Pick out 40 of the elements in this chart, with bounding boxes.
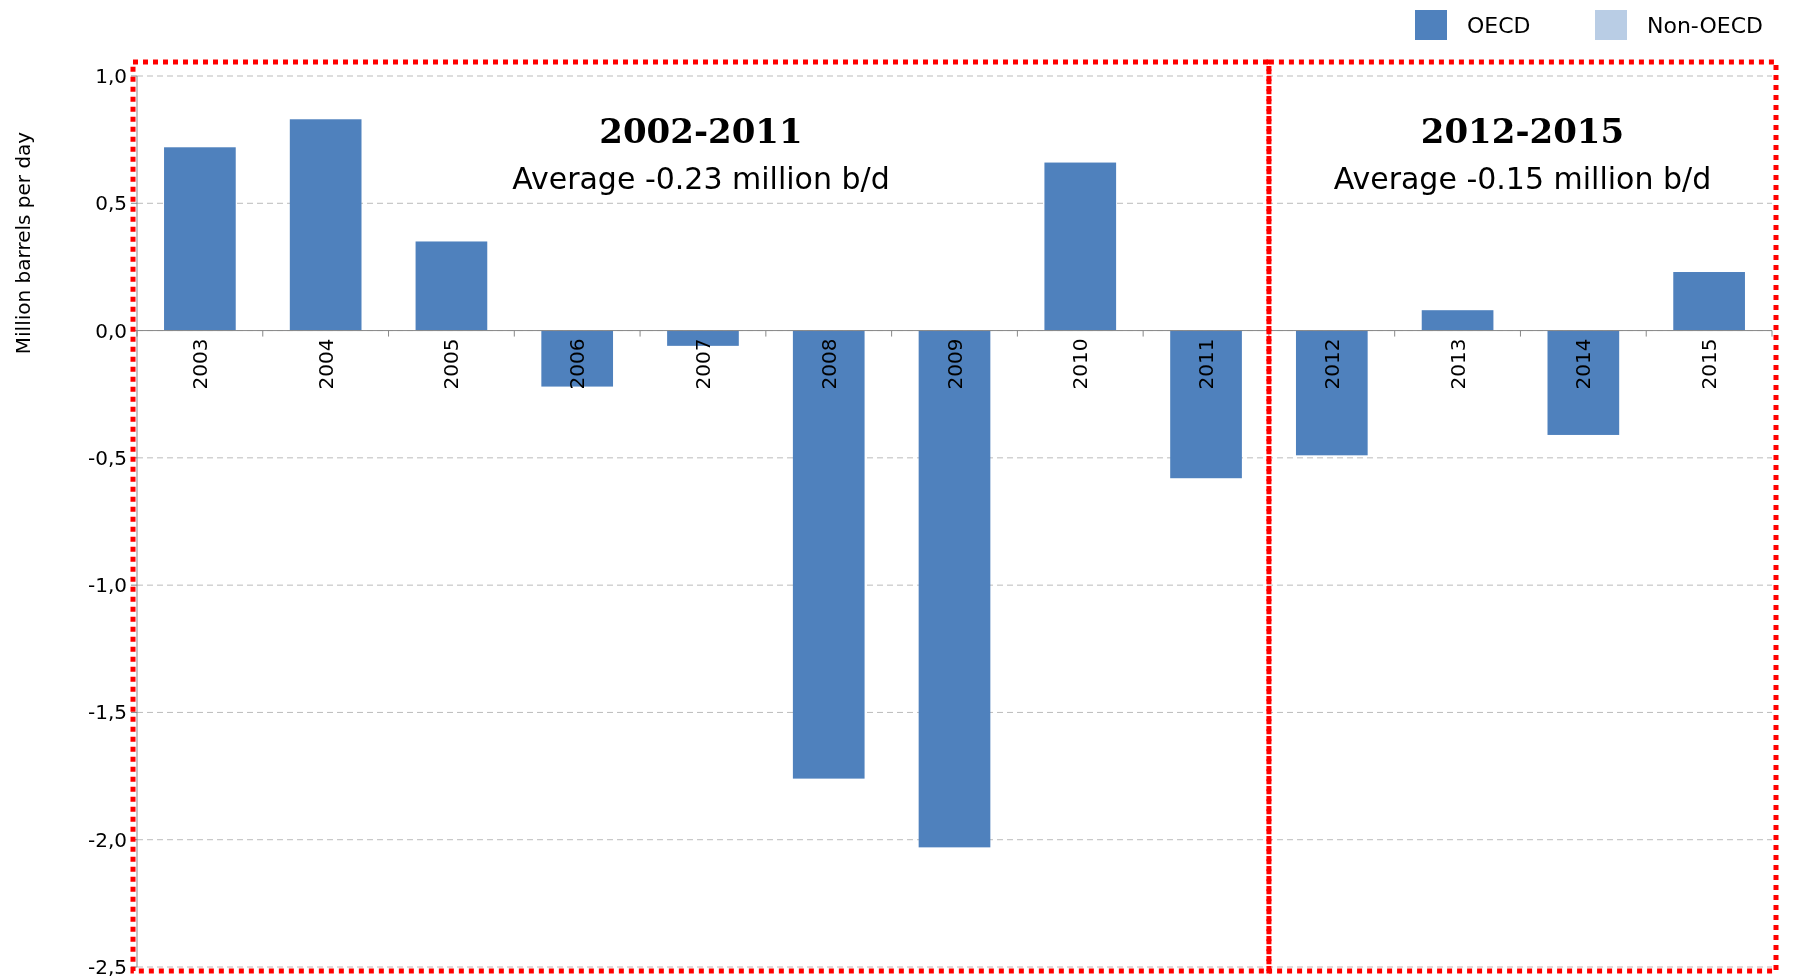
x-tick-label: 2010 xyxy=(1068,338,1093,390)
bar xyxy=(164,147,236,331)
y-tick-label: -1,5 xyxy=(87,700,127,725)
y-tick-label: -1,0 xyxy=(87,573,127,598)
x-tick-label: 2014 xyxy=(1571,338,1596,390)
x-tick-label: 2013 xyxy=(1445,338,1470,390)
y-tick-label: 0,0 xyxy=(95,318,127,343)
annotation: 2012-2015 xyxy=(1420,111,1625,151)
x-tick-label: 2005 xyxy=(439,338,464,390)
y-tick-label: 1,0 xyxy=(95,64,127,88)
bar xyxy=(918,330,991,848)
x-tick-label: 2003 xyxy=(187,338,212,390)
bar xyxy=(792,330,865,779)
annotation: Average -0.23 million b/d xyxy=(512,161,890,196)
annotation: Average -0.15 million b/d xyxy=(1333,161,1712,196)
x-tick-label: 2004 xyxy=(313,338,338,390)
x-tick-label: 2011 xyxy=(1194,338,1219,390)
y-tick-label: 0,5 xyxy=(95,191,127,216)
y-tick-label: -0,5 xyxy=(87,445,127,470)
x-tick-label: 2012 xyxy=(1319,338,1344,390)
bar xyxy=(1170,330,1242,479)
bar xyxy=(289,119,362,331)
legend-label: Non-OECD xyxy=(1647,12,1763,38)
y-tick-label: -2,0 xyxy=(87,827,127,852)
bar xyxy=(541,330,614,387)
legend-label: OECD xyxy=(1467,12,1531,38)
y-tick-label: -2,5 xyxy=(87,955,127,979)
bar xyxy=(1547,330,1620,435)
bar xyxy=(1044,162,1117,331)
y-axis-title: Million barrels per day xyxy=(11,131,35,355)
annotation: 2002-2011 xyxy=(599,111,803,151)
x-tick-label: 2009 xyxy=(942,338,967,390)
bar xyxy=(1421,310,1494,331)
bar xyxy=(415,241,488,331)
x-tick-label: 2015 xyxy=(1697,338,1722,390)
x-tick-label: 2008 xyxy=(816,338,841,390)
bar xyxy=(1673,272,1745,331)
bar xyxy=(1295,330,1368,456)
x-tick-label: 2006 xyxy=(565,338,590,390)
x-tick-label: 2007 xyxy=(690,338,715,390)
